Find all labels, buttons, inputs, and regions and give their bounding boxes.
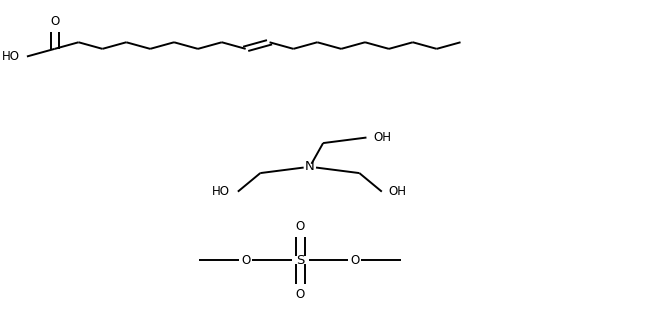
Text: OH: OH [374,131,391,144]
Text: HO: HO [212,185,230,198]
Text: HO: HO [2,50,20,63]
Text: O: O [296,288,305,301]
Text: O: O [50,15,59,28]
Text: N: N [305,160,314,173]
Text: S: S [296,254,305,267]
Text: O: O [296,220,305,233]
Text: O: O [350,254,359,267]
Text: O: O [241,254,251,267]
Text: OH: OH [389,185,407,198]
